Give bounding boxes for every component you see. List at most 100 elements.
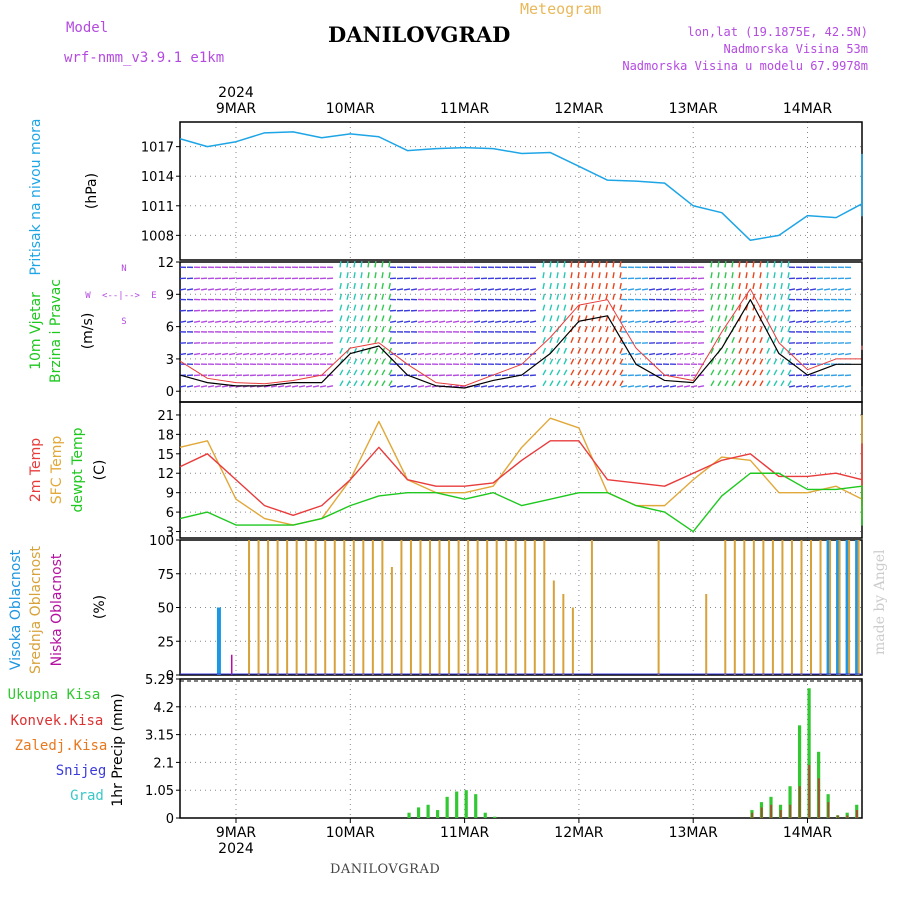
cloud-bar-mid (724, 540, 727, 675)
wind-arrow (570, 282, 573, 290)
cloud-bar-mid (343, 540, 346, 675)
wind-arrow (795, 385, 803, 388)
cloud-bar-high (826, 540, 831, 675)
wind-arrow (563, 282, 566, 290)
wind-arrow (473, 352, 481, 356)
cloud-bar-mid (400, 540, 403, 675)
wind-arrow (339, 326, 343, 333)
dewpt-temp-ylabel: dewpt Temp (70, 427, 86, 512)
wind-arrow (605, 336, 609, 344)
wind-arrow (228, 352, 236, 356)
wind-arrow (556, 282, 559, 290)
y-tick-label: 9 (166, 487, 174, 502)
wind-arrow (577, 261, 580, 268)
wind-arrow (200, 352, 208, 356)
wind-arrow (312, 288, 320, 291)
wind-arrow (598, 293, 602, 300)
wind-arrow (598, 380, 603, 387)
wind-arrow (759, 326, 763, 333)
wind-arrow (844, 385, 852, 388)
y-tick-label: 21 (157, 409, 174, 424)
wind-arrow (228, 320, 236, 323)
wind-arrow (346, 282, 349, 290)
wind-arrow (724, 380, 729, 387)
cloud-bar-mid (381, 540, 384, 675)
wind-arrow (802, 288, 810, 291)
wind-arrow (577, 336, 581, 344)
wind-arrow (780, 347, 785, 354)
wind-arrow (766, 261, 769, 268)
wind-arrow (388, 380, 393, 387)
wind-arrow (717, 304, 721, 311)
wind-arrow (598, 326, 602, 333)
wind-arrow (717, 272, 720, 279)
precip-total-bar (464, 790, 468, 818)
wind-arrow (669, 385, 677, 388)
wind-arrow (291, 352, 299, 356)
wind-arrow (738, 326, 742, 333)
wind-arrow (549, 272, 552, 279)
wind-arrow (752, 261, 755, 268)
wind-arrow (752, 326, 756, 333)
wind-arrow (584, 326, 588, 333)
wind-arrow (780, 358, 785, 365)
wind-arrow (556, 380, 561, 387)
wind-arrow (381, 272, 384, 279)
wind-arrow (410, 320, 418, 323)
wind-arrow (193, 352, 201, 356)
cloud-bar-mid (248, 540, 251, 675)
wind-arrow (410, 385, 418, 388)
wind-arrow (360, 369, 365, 376)
elevation-label: Nadmorska Visina 53m (723, 42, 869, 56)
wind-arrow (360, 293, 364, 300)
wind-arrow (837, 320, 845, 323)
precip-total-bar (455, 791, 459, 818)
wind-arrow (263, 320, 271, 323)
wind-arrow (710, 380, 715, 387)
wind-arrow (759, 282, 762, 290)
wind-arrow (648, 352, 656, 356)
wind-arrow (773, 369, 778, 376)
wind-arrow (570, 304, 574, 311)
wind-arrow (837, 385, 845, 388)
wind-arrow (388, 272, 391, 279)
wind-arrow (549, 282, 552, 290)
wind-arrow (542, 326, 546, 333)
wind-arrow (549, 336, 553, 344)
wind-arrow (263, 352, 271, 356)
wind-arrow (591, 293, 595, 300)
precip-conv-bar (817, 778, 820, 818)
top-day-label: 14MAR (783, 101, 832, 117)
precip-legend-item: Grad (70, 788, 104, 804)
wind-arrow (381, 380, 386, 387)
wind-arrow (627, 288, 635, 291)
wind-arrow (367, 380, 372, 387)
wind-arrow (508, 288, 516, 291)
wind-arrow (837, 288, 845, 291)
wind-arrow (339, 293, 343, 300)
wind-arrow (326, 352, 334, 356)
wind-arrow (584, 293, 588, 300)
wind-arrow (584, 304, 588, 311)
wind-arrow (844, 352, 852, 356)
station-title: DANILOVGRAD (328, 22, 511, 47)
wind-arrow (360, 304, 364, 311)
wind-arrow (563, 380, 568, 387)
wind-arrow (284, 320, 292, 323)
cloud-bar-high (855, 540, 860, 675)
credit-watermark: made by Angel (872, 549, 888, 656)
wind-arrow (731, 304, 735, 311)
wind-arrow (697, 385, 705, 388)
wind-arrow (641, 385, 649, 388)
wind-arrow (591, 380, 596, 387)
top-day-label: 12MAR (554, 101, 603, 117)
cloud-bar-mid (286, 540, 289, 675)
wind-arrow (542, 315, 546, 322)
wind-arrow (346, 272, 349, 279)
wind-arrow (759, 261, 762, 268)
wind-arrow (452, 352, 460, 356)
wind-arrow (487, 288, 495, 291)
y-tick-label: 15 (157, 448, 174, 463)
wind-sub-ylabel: Brzina i Pravac (48, 279, 64, 383)
panel-frame-cloud (179, 539, 863, 676)
